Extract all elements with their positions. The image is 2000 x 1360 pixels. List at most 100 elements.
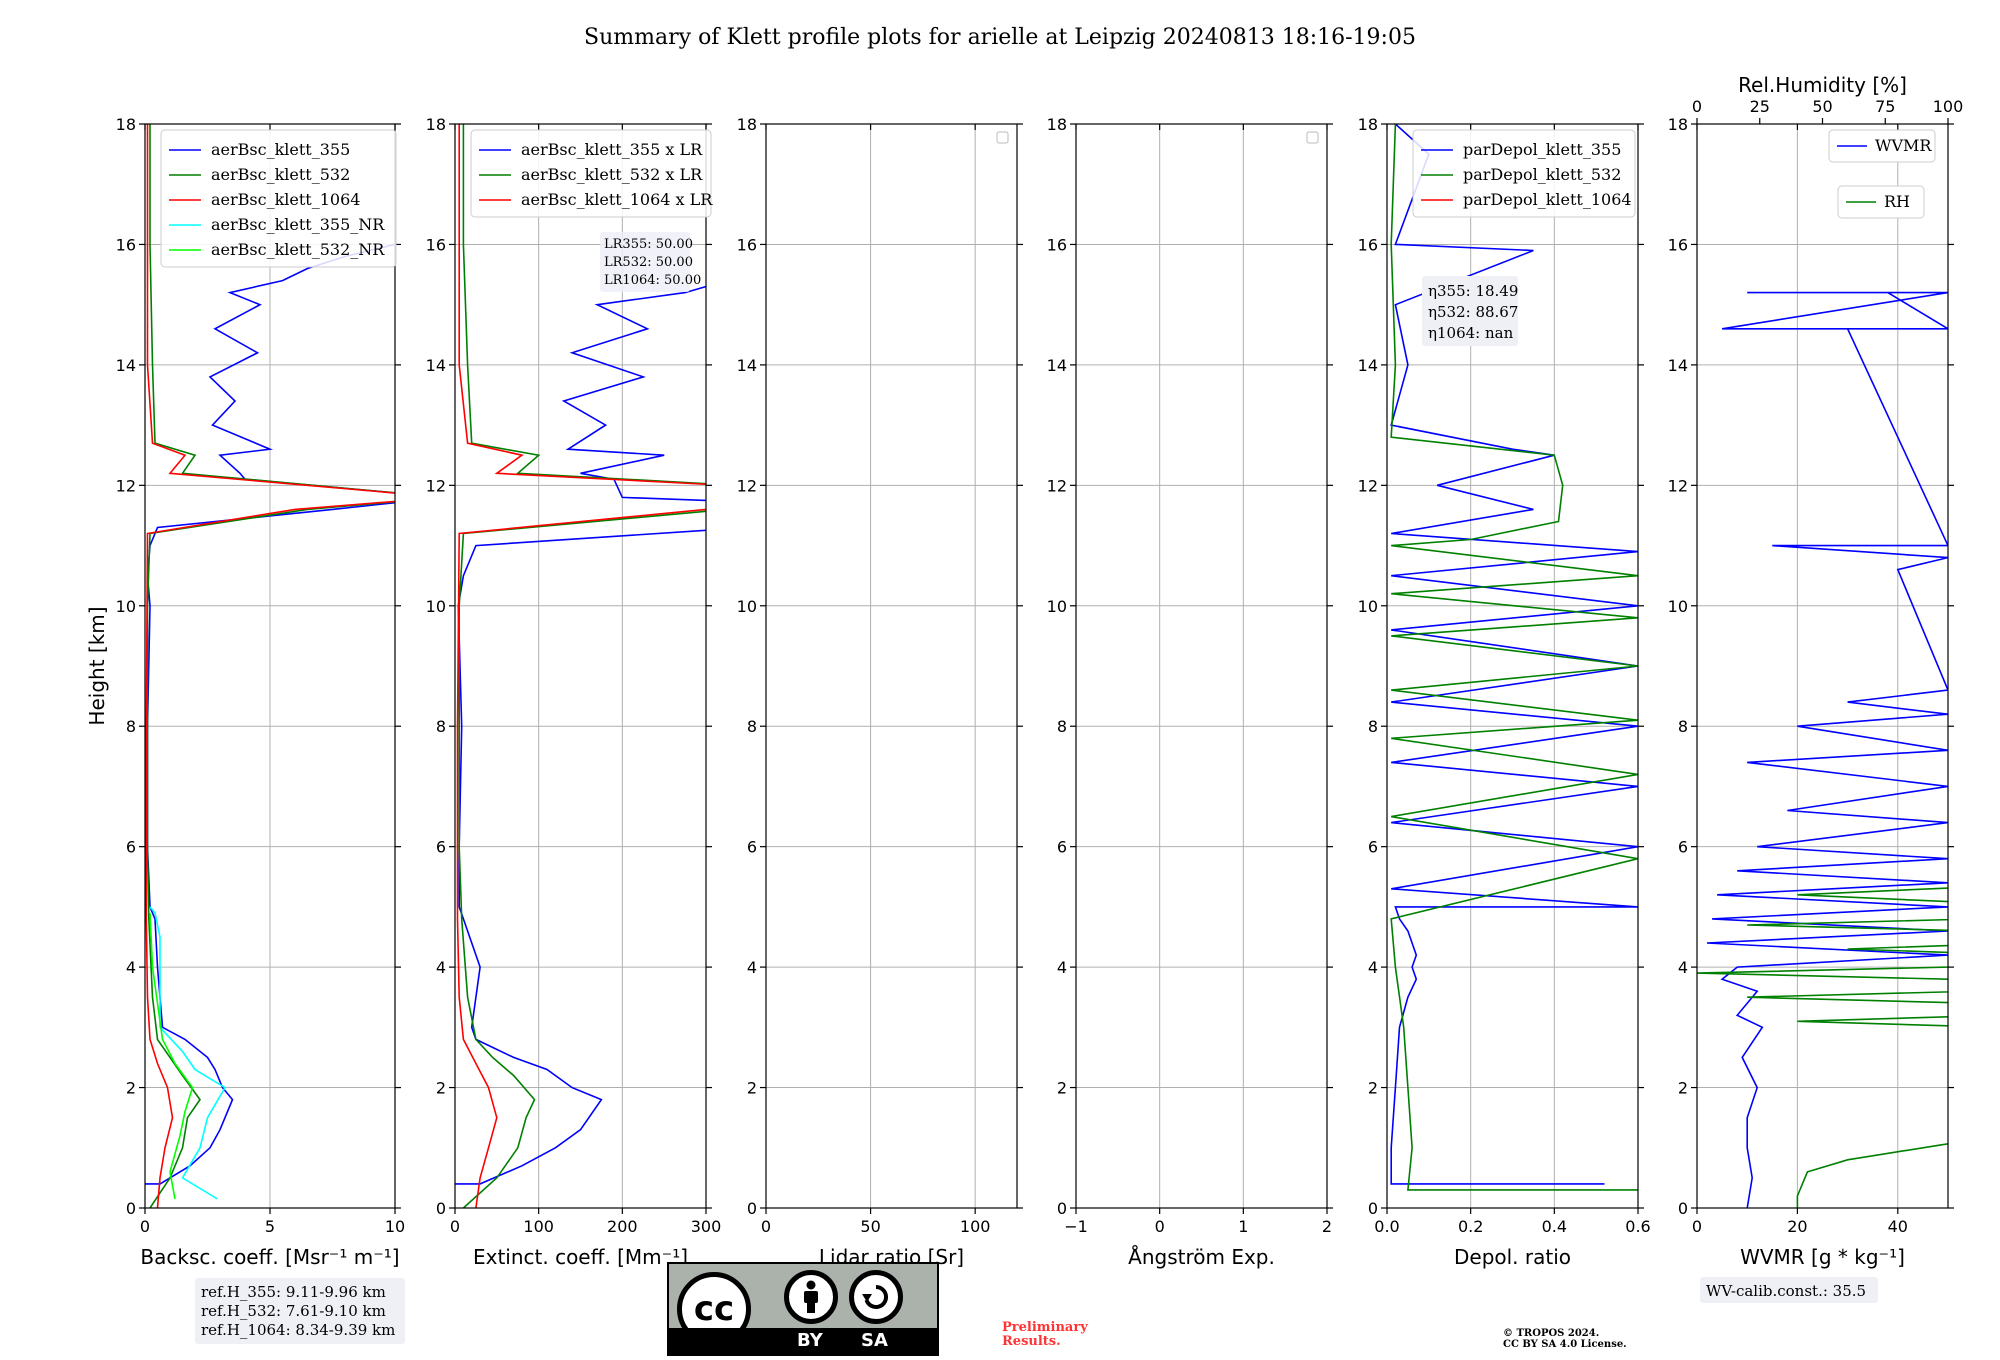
series-line-aerBsc_klett_1064 x LR: [456, 124, 706, 1208]
x-axis-label: Ångström Exp.: [1128, 1245, 1275, 1269]
ref-height-355: ref.H_355: 9.11-9.96 km: [201, 1283, 386, 1301]
legend-label: aerBsc_klett_532_NR: [211, 240, 385, 259]
y-tick-label: 10: [737, 597, 757, 616]
x-tick-label: 0.0: [1374, 1217, 1399, 1236]
y-tick-label: 12: [1047, 476, 1067, 495]
x-tick-label: 20: [1787, 1217, 1807, 1236]
x2-axis-label: Rel.Humidity [%]: [1738, 73, 1907, 97]
y-tick-label: 4: [126, 958, 136, 977]
x-tick-label: 0: [1692, 1217, 1702, 1236]
y-tick-label: 4: [1368, 958, 1378, 977]
x-tick-label: 100: [960, 1217, 991, 1236]
legend-label: WVMR: [1875, 136, 1932, 155]
series-line-parDepol_klett_532: [1390, 124, 1638, 1191]
y-tick-label: 14: [426, 356, 446, 375]
y-tick-label: 4: [1057, 958, 1067, 977]
plot-frame: [454, 123, 707, 1209]
y-tick-label: 2: [436, 1079, 446, 1098]
x-axis-label: WVMR [g * kg⁻¹]: [1740, 1245, 1905, 1269]
y-tick-label: 12: [1358, 476, 1378, 495]
y-tick-label: 2: [747, 1079, 757, 1098]
y-tick-label: 12: [116, 476, 136, 495]
legend-label: aerBsc_klett_1064: [211, 190, 360, 209]
legend-label: aerBsc_klett_532: [211, 165, 350, 184]
y-tick-label: 8: [1057, 717, 1067, 736]
y-tick-label: 0: [1057, 1199, 1067, 1218]
y-tick-label: 6: [436, 838, 446, 857]
y-tick-label: 0: [1368, 1199, 1378, 1218]
panel-depol: 0.0 0.2 0.4 0.6 0 2 4 6 8 10 12 14 16 18 Depol. ratio p…: [1358, 115, 1651, 1269]
copyright-line-1: © TROPOS 2024.: [1503, 1328, 1599, 1339]
x-tick-label: 0.2: [1458, 1217, 1483, 1236]
x-tick-label: 5: [265, 1217, 275, 1236]
y-tick-label: 2: [1368, 1079, 1378, 1098]
y-tick-label: 12: [426, 476, 446, 495]
plot-frame: [1696, 123, 1949, 1209]
legend-label: aerBsc_klett_355_NR: [211, 215, 385, 234]
y-tick-label: 18: [426, 115, 446, 134]
y-axis-label: Height [km]: [85, 606, 109, 725]
x-tick-label: 0: [140, 1217, 150, 1236]
by-person-icon: [784, 1270, 838, 1324]
y-tick-label: 8: [1368, 717, 1378, 736]
legend-box: [470, 129, 712, 218]
y-tick-label: 6: [1368, 838, 1378, 857]
series-line-aerBsc_klett_532_NR: [149, 912, 194, 1200]
x-tick-label: 100: [523, 1217, 554, 1236]
legend-box: [1412, 129, 1636, 218]
x-tick-label: 50: [860, 1217, 880, 1236]
ref-heights-box: ref.H_355: 9.11-9.96 km ref.H_532: 7.61-…: [195, 1278, 405, 1344]
lr-label: LR532: 50.00: [604, 255, 693, 270]
x-tick-label: 0: [1155, 1217, 1165, 1236]
y-tick-label: 4: [747, 958, 757, 977]
y-tick-label: 16: [1047, 235, 1067, 254]
by-label: BY: [797, 1330, 823, 1351]
eta-box: [1422, 276, 1518, 346]
legend-label: aerBsc_klett_355: [211, 140, 350, 159]
x2-tick-label: 50: [1812, 97, 1832, 116]
panel-ext: 0 100 200 300 0 2 4 6 8 10 12 14 16 18 Extinct. coeff.…: [426, 115, 722, 1269]
series-line-aerBsc_klett_355: [145, 243, 395, 1185]
y-tick-label: 12: [737, 476, 757, 495]
x2-tick-label: 75: [1875, 97, 1895, 116]
ref-height-532: ref.H_532: 7.61-9.10 km: [201, 1302, 386, 1320]
y-tick-label: 2: [1057, 1079, 1067, 1098]
plot-frame: [1075, 123, 1328, 1209]
cc-terms-bar: BY SA: [669, 1328, 937, 1354]
lr-box: [600, 232, 690, 292]
y-tick-label: 14: [737, 356, 757, 375]
figure-title: Summary of Klett profile plots for ariel…: [584, 25, 1416, 50]
y-tick-label: 0: [126, 1199, 136, 1218]
x-tick-label: 300: [691, 1217, 722, 1236]
y-tick-label: 14: [116, 356, 136, 375]
preliminary-line-1: Preliminary: [1002, 1320, 1088, 1335]
empty-legend: [1306, 131, 1319, 144]
legend-label: parDepol_klett_1064: [1463, 190, 1632, 209]
legend-box: [1837, 185, 1925, 219]
y-tick-label: 14: [1047, 356, 1067, 375]
x-axis-label: Depol. ratio: [1454, 1245, 1571, 1269]
x-tick-label: 10: [385, 1217, 405, 1236]
lr-label: LR1064: 50.00: [604, 273, 701, 288]
y-tick-label: 8: [126, 717, 136, 736]
y-tick-label: 6: [126, 838, 136, 857]
lr-label: LR355: 50.00: [604, 237, 693, 252]
y-tick-label: 18: [1047, 115, 1067, 134]
y-tick-label: 4: [1678, 958, 1688, 977]
legend-label: aerBsc_klett_355 x LR: [521, 140, 703, 159]
series-line-aerBsc_klett_355 x LR: [455, 285, 706, 1185]
wv-calib-box: WV-calib.const.: 35.5: [1700, 1277, 1878, 1303]
x-tick-label: 40: [1888, 1217, 1908, 1236]
legend-label: RH: [1884, 192, 1910, 211]
eta-label: η532: 88.67: [1428, 303, 1518, 321]
y-tick-label: 6: [1057, 838, 1067, 857]
x-tick-label: 2: [1322, 1217, 1332, 1236]
series-line-aerBsc_klett_532: [146, 124, 395, 1208]
legend-label: parDepol_klett_532: [1463, 165, 1621, 184]
legend-box: [1828, 129, 1936, 163]
x2-tick-label: 0: [1692, 97, 1702, 116]
x-tick-label: 0: [761, 1217, 771, 1236]
